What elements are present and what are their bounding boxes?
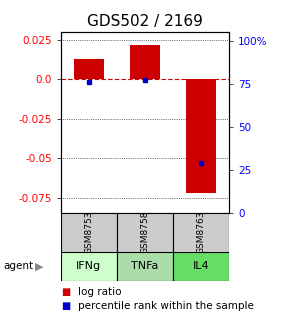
Bar — [117, 252, 173, 281]
Bar — [117, 213, 173, 252]
Text: GSM8758: GSM8758 — [140, 211, 150, 254]
Bar — [186, 79, 216, 193]
Text: IFNg: IFNg — [76, 261, 102, 271]
Text: TNFa: TNFa — [131, 261, 159, 271]
Bar — [173, 252, 229, 281]
Bar — [173, 213, 229, 252]
Bar — [74, 59, 104, 79]
Bar — [61, 252, 117, 281]
Bar — [61, 213, 117, 252]
Text: GSM8763: GSM8763 — [197, 211, 206, 254]
Text: IL4: IL4 — [193, 261, 209, 271]
Bar — [130, 45, 160, 79]
Text: GSM8753: GSM8753 — [84, 211, 93, 254]
Text: percentile rank within the sample: percentile rank within the sample — [78, 301, 254, 311]
Title: GDS502 / 2169: GDS502 / 2169 — [87, 14, 203, 29]
Text: agent: agent — [3, 261, 33, 271]
Text: ■: ■ — [61, 301, 70, 311]
Text: ■: ■ — [61, 287, 70, 297]
Text: ▶: ▶ — [35, 261, 44, 271]
Text: log ratio: log ratio — [78, 287, 122, 297]
